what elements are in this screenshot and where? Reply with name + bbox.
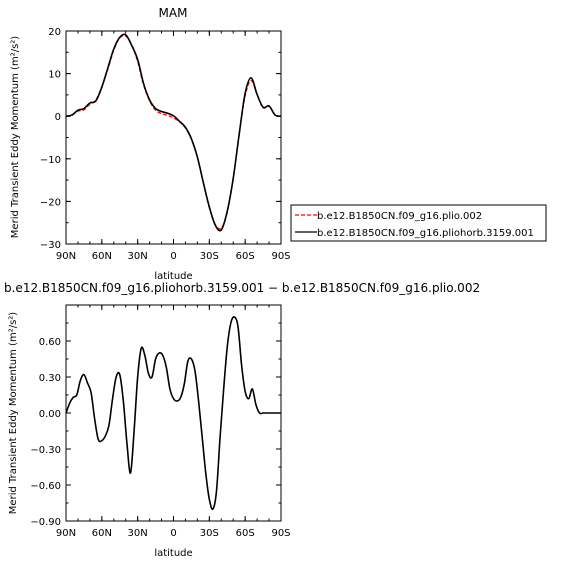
y-tick-label: −10 — [40, 155, 61, 166]
x-axis-label: latitude — [154, 271, 192, 282]
x-tick-label: 90N — [56, 528, 76, 539]
legend: b.e12.B1850CN.f09_g16.plio.002 b.e12.B185… — [290, 204, 547, 242]
plot-frame — [65, 304, 282, 522]
y-tick-label: −0.60 — [30, 481, 61, 492]
x-tick-label: 90N — [56, 251, 76, 262]
chart-1: MAM 90N 60N 30N 0 30S 60S 90S 20 10 0 −10 −20 −30 lati… — [10, 6, 547, 282]
x-axis-label: latitude — [154, 548, 192, 559]
y-tick-label: 20 — [48, 27, 61, 38]
x-tick-label: 90S — [271, 251, 290, 262]
y-tick-label: −0.90 — [30, 517, 61, 528]
x-tick-label: 90S — [271, 528, 290, 539]
y-tick-label: −0.30 — [30, 445, 61, 456]
chart-title: b.e12.B1850CN.f09_g16.pliohorb.3159.001 … — [4, 281, 480, 295]
legend-label: b.e12.B1850CN.f09_g16.plio.002 — [317, 211, 482, 222]
y-axis-label: Merid Transient Eddy Momentum (m²/s²) — [10, 36, 21, 238]
y-tick-label: 0.30 — [39, 373, 61, 384]
chart-2: b.e12.B1850CN.f09_g16.pliohorb.3159.001 … — [4, 281, 480, 559]
x-tick-label: 0 — [170, 528, 176, 539]
x-tick-label: 60S — [236, 251, 255, 262]
y-tick-label: 0 — [55, 112, 61, 123]
chart-title: MAM — [159, 6, 188, 20]
legend-label: b.e12.B1850CN.f09_g16.pliohorb.3159.001 — [317, 228, 534, 239]
x-tick-label: 30S — [200, 251, 219, 262]
series-line-1 — [66, 34, 281, 230]
series-line-2 — [66, 33, 281, 232]
y-tick-label: −20 — [40, 197, 61, 208]
y-tick-label: 10 — [48, 70, 61, 81]
x-tick-label: 30S — [200, 528, 219, 539]
x-tick-label: 60S — [236, 528, 255, 539]
y-tick-label: 0.00 — [39, 409, 61, 420]
x-tick-label: 60N — [92, 251, 112, 262]
x-tick-label: 30N — [128, 528, 148, 539]
y-tick-label: 0.60 — [39, 337, 61, 348]
x-tick-label: 30N — [128, 251, 148, 262]
plot-frame — [65, 30, 282, 245]
y-tick-label: −30 — [40, 240, 61, 251]
y-axis-label: Merid Transient Eddy Momentum (m²/s²) — [8, 312, 19, 514]
x-tick-label: 0 — [170, 251, 176, 262]
legend-box — [290, 204, 547, 242]
series-line-1 — [66, 316, 281, 511]
x-tick-label: 60N — [92, 528, 112, 539]
